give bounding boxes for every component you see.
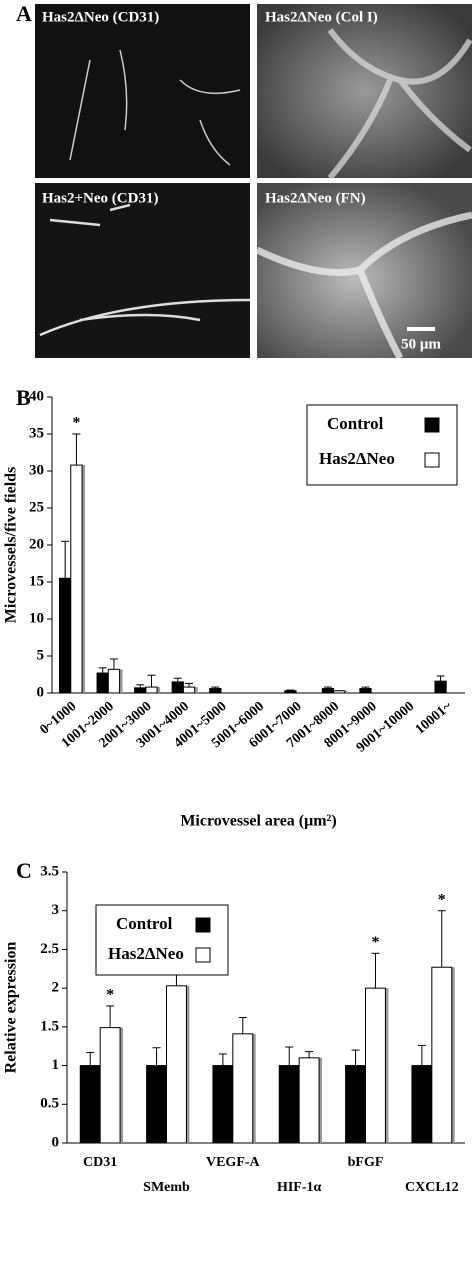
bar [145,686,158,694]
micrograph [35,4,250,178]
legend-swatch [424,417,440,433]
bar [212,1065,234,1144]
bar [209,688,222,694]
bar [182,686,196,694]
micrograph [257,4,472,178]
legend-label: Control [116,914,173,933]
bar [345,1065,367,1144]
y-tick-label: 0 [37,684,45,700]
image-label: Has2ΔNeo (CD31) [42,9,159,25]
bar [146,1065,168,1144]
legend-swatch [424,452,440,468]
image-label: Has2ΔNeo (Col I) [265,9,378,25]
bar [134,687,147,694]
bar [365,987,386,1144]
image-label: Has2+Neo (CD31) [42,190,158,206]
legend-label: Control [327,414,384,433]
bar [70,464,83,694]
bar [431,966,453,1144]
y-tick-label: 1.5 [40,1018,59,1034]
bar [107,668,121,694]
micrograph [257,183,472,358]
bar [96,672,109,694]
matrix-signal [327,28,473,180]
bar [298,1057,320,1144]
significance-mark: * [438,891,446,908]
y-tick-label: 35 [29,425,44,441]
vessel-signal [69,49,241,166]
panel-label: C [16,858,32,883]
legend-label: Has2ΔNeo [319,449,395,468]
x-tick-label: VEGF-A [206,1155,261,1170]
scale-bar-label: 50 μm [401,336,441,352]
legend-label: Has2ΔNeo [108,944,184,963]
bar [232,1033,254,1144]
significance-mark: * [106,987,114,1004]
bar [321,688,335,694]
bar [359,688,372,694]
x-tick-label: bFGF [348,1155,384,1170]
y-tick-label: 3.5 [40,863,59,879]
significance-mark: * [72,415,80,432]
bar [284,690,297,694]
y-tick-label: 0 [52,1134,60,1150]
scale-bar [407,327,435,331]
legend-swatch [195,947,211,963]
y-tick-label: 2 [52,980,60,996]
y-tick-label: 2.5 [40,941,59,957]
legend-box [95,904,229,976]
y-tick-label: 15 [29,573,44,589]
y-tick-label: 20 [29,536,44,552]
y-tick-label: 0.5 [40,1096,59,1112]
x-tick-label: HIF-1α [277,1180,322,1195]
bar [411,1065,433,1144]
bar [434,680,447,694]
bar [59,577,72,694]
y-tick-label: 30 [29,462,44,478]
y-tick-label: 1 [52,1057,60,1073]
vessel-signal [39,203,251,337]
micrograph [35,183,250,358]
x-tick-label: CD31 [83,1155,117,1170]
bar [99,1027,121,1144]
y-tick-label: 10 [29,610,44,626]
matrix-signal [255,211,473,360]
x-tick-label: SMemb [143,1180,190,1195]
significance-mark: * [371,934,379,951]
image-label: Has2ΔNeo (FN) [265,190,366,206]
bar [79,1065,101,1144]
y-tick-label: 25 [29,499,44,515]
y-tick-label: 3 [52,902,60,918]
x-tick-label: 10001~ [413,699,456,738]
bar [278,1065,300,1144]
y-axis-label: Relative expression [3,942,20,1074]
bar [333,690,346,694]
y-tick-label: 5 [37,647,45,663]
bar [171,681,184,694]
y-axis-label: Microvessels/five fields [3,467,20,624]
legend-swatch [195,917,211,933]
x-axis-label: Microvessel area (μm²) [180,813,336,830]
bar [166,985,187,1144]
panel-label: B [16,385,31,410]
x-tick-label: CXCL12 [405,1180,459,1195]
y-tick-label: 40 [29,388,44,404]
panel-label: A [16,1,32,26]
